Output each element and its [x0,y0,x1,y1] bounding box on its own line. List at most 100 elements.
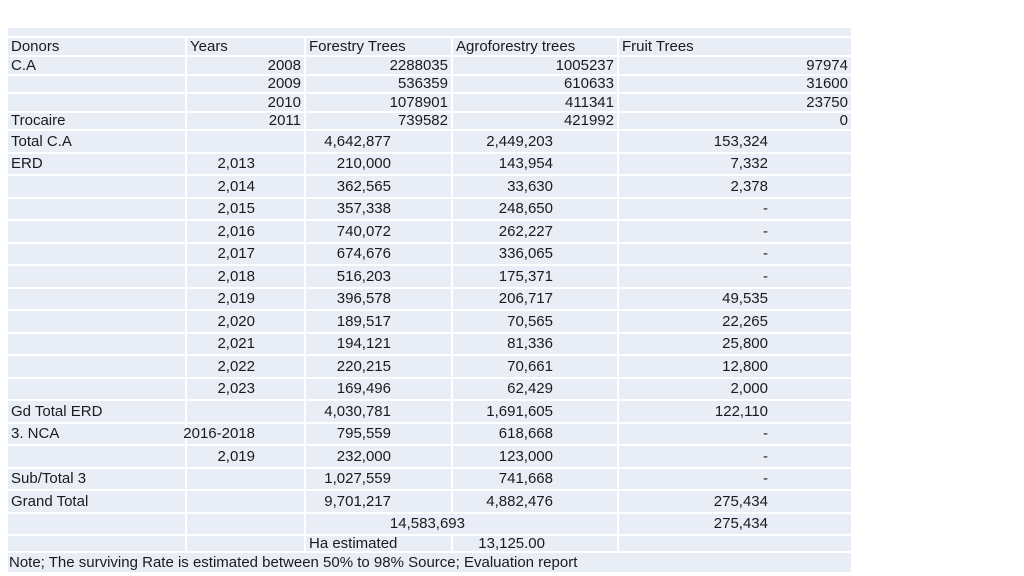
cell-agroforestry[interactable]: 610633 [453,75,619,92]
cell-donor[interactable] [8,243,187,264]
cell-fruit[interactable]: 122,110 [714,402,768,420]
cell-forestry[interactable]: 4,642,877 [306,131,453,152]
cell-agroforestry[interactable]: 143,954 [453,153,619,174]
cell-year[interactable]: 2,022 [187,356,306,377]
cell-fruit[interactable]: - [763,267,768,285]
cell-donor[interactable] [8,288,187,309]
cell-donor[interactable]: Sub/Total 3 [8,468,187,489]
cell-donor[interactable] [8,513,187,534]
cell-donor[interactable] [8,356,187,377]
cell-agroforestry[interactable]: 1005237 [453,57,619,74]
cell-year[interactable]: 2010 [187,94,306,111]
cell-year[interactable] [187,468,306,489]
cell-forestry[interactable]: 232,000 [306,446,453,467]
cell-donor[interactable] [8,446,187,467]
cell-donor[interactable]: ERD [8,153,187,174]
cell-year[interactable]: 2011 [187,112,306,129]
cell-fruit[interactable]: - [763,425,768,443]
cell-year[interactable]: 2,018 [187,266,306,287]
cell-merged-total[interactable]: 14,583,693 [306,513,619,534]
cell-year[interactable]: 2008 [187,57,306,74]
cell-year[interactable]: 2,021 [187,333,306,354]
cell-agroforestry[interactable]: 336,065 [453,243,619,264]
column-header-forestry-trees[interactable]: Forestry Trees [306,38,453,55]
cell-forestry[interactable]: 1,027,559 [306,468,453,489]
cell-forestry[interactable]: 2288035 [306,57,453,74]
cell-year[interactable] [187,401,306,422]
cell-fruit[interactable]: 22,265 [722,312,768,330]
cell-fruit[interactable]: 275,434 [713,515,768,533]
cell-forestry[interactable]: 674,676 [306,243,453,264]
cell-fruit[interactable]: 25,800 [722,335,768,353]
cell-year[interactable]: 2009 [187,75,306,92]
cell-fruit[interactable]: - [763,447,768,465]
cell-fruit[interactable]: - [763,222,768,240]
column-header-donors[interactable]: Donors [8,38,187,55]
cell-agroforestry[interactable]: 123,000 [453,446,619,467]
cell-fruit[interactable]: 97974 [806,56,848,74]
cell-fruit[interactable]: 0 [839,112,848,130]
cell-year[interactable] [187,536,306,551]
cell-agroforestry[interactable]: 4,882,476 [453,491,619,512]
cell-donor[interactable] [8,75,187,92]
cell-year[interactable]: 2016-2018 [183,423,306,444]
cell-agroforestry[interactable]: 618,668 [453,423,619,444]
cell-agroforestry[interactable]: 411341 [453,94,619,111]
column-header-fruit-trees[interactable]: Fruit Trees [622,38,694,55]
column-header-years[interactable]: Years [187,38,306,55]
cell-fruit[interactable]: 49,535 [722,290,768,308]
cell-forestry[interactable]: 516,203 [306,266,453,287]
column-header-agroforestry-trees[interactable]: Agroforestry trees [453,38,619,55]
cell-agroforestry[interactable]: 33,630 [453,176,619,197]
cell-forestry[interactable]: 362,565 [306,176,453,197]
cell-year[interactable]: 2,019 [187,288,306,309]
cell-year[interactable] [187,491,306,512]
cell-agroforestry[interactable]: 248,650 [453,198,619,219]
cell-agroforestry[interactable]: 175,371 [453,266,619,287]
cell-fruit[interactable]: 12,800 [722,357,768,375]
cell-fruit[interactable]: - [763,245,768,263]
cell-fruit[interactable]: 2,000 [730,380,768,398]
cell-year[interactable]: 2,015 [187,198,306,219]
cell-forestry[interactable]: 740,072 [306,221,453,242]
cell-agroforestry[interactable]: 2,449,203 [453,131,619,152]
cell-agroforestry[interactable]: 262,227 [453,221,619,242]
cell-forestry[interactable]: 396,578 [306,288,453,309]
cell-year[interactable] [187,131,306,152]
cell-fruit[interactable]: - [763,470,768,488]
cell-agroforestry[interactable]: 206,717 [453,288,619,309]
cell-year[interactable]: 2,013 [187,153,306,174]
cell-donor[interactable] [8,311,187,332]
cell-donor[interactable] [8,536,187,551]
cell-forestry[interactable]: 739582 [306,112,453,129]
cell-fruit[interactable]: 2,378 [730,177,768,195]
cell-donor[interactable] [8,176,187,197]
cell-donor[interactable] [8,266,187,287]
cell-year[interactable]: 2,023 [187,378,306,399]
cell-agroforestry[interactable]: 62,429 [453,378,619,399]
cell-donor[interactable]: C.A [8,57,187,74]
cell-agroforestry[interactable]: 70,661 [453,356,619,377]
cell-forestry[interactable]: 189,517 [306,311,453,332]
cell-fruit[interactable]: 275,434 [713,492,768,510]
cell-donor[interactable] [8,198,187,219]
cell-forestry[interactable]: 169,496 [306,378,453,399]
cell-agroforestry[interactable]: 81,336 [453,333,619,354]
cell-fruit[interactable]: 7,332 [730,155,768,173]
cell-year[interactable]: 2,014 [187,176,306,197]
cell-agroforestry[interactable]: 1,691,605 [453,401,619,422]
cell-fruit[interactable] [619,536,851,551]
cell-forestry[interactable]: 4,030,781 [306,401,453,422]
cell-donor[interactable]: Trocaire [8,112,187,129]
cell-donor[interactable]: Grand Total [8,491,187,512]
cell-forestry[interactable]: 357,338 [306,198,453,219]
cell-forestry[interactable]: 210,000 [306,153,453,174]
cell-forestry[interactable]: 220,215 [306,356,453,377]
cell-fruit[interactable]: - [763,200,768,218]
cell-ha-estimated-label[interactable]: Ha estimated [306,535,453,552]
cell-agroforestry[interactable]: 741,668 [453,468,619,489]
cell-fruit[interactable]: 31600 [806,75,848,93]
cell-donor[interactable] [8,94,187,111]
cell-ha-estimated-value[interactable]: 13,125.00 [453,535,619,552]
cell-forestry[interactable]: 1078901 [306,94,453,111]
